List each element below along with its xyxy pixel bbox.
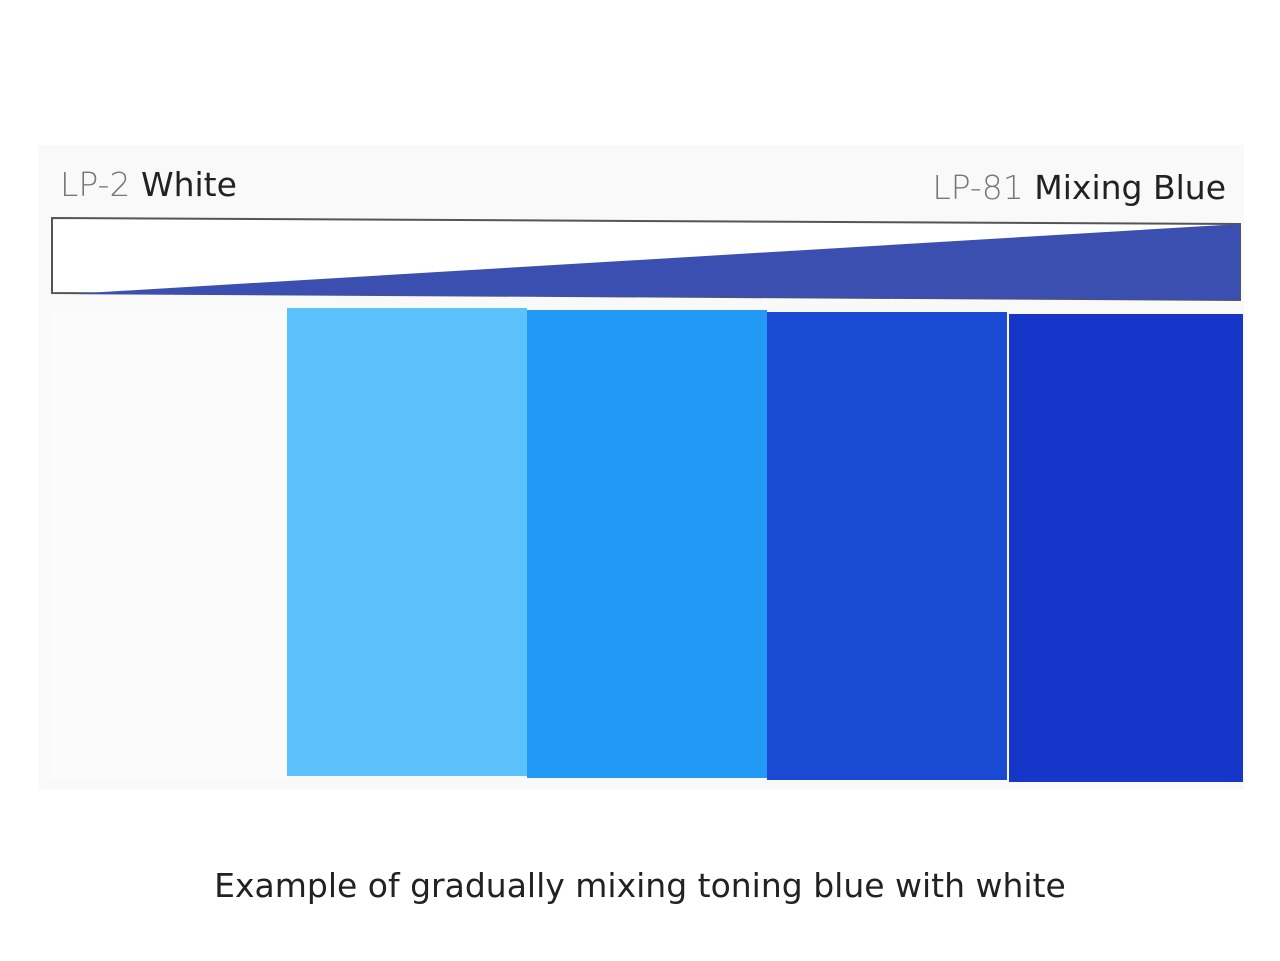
wedge: [70, 224, 1240, 300]
left-label: LP-2 White: [60, 165, 237, 204]
caption: Example of gradually mixing toning blue …: [214, 866, 1066, 905]
swatch-1: [287, 308, 527, 776]
swatch-white: [50, 310, 287, 780]
code: LP-81: [932, 168, 1024, 207]
right-label: LP-81 Mixing Blue: [932, 168, 1226, 207]
swatch-3: [767, 312, 1007, 780]
code: LP-2: [60, 165, 131, 204]
name: White: [140, 165, 237, 204]
swatch-4: [1009, 314, 1243, 782]
swatch-2: [527, 310, 767, 778]
name: Mixing Blue: [1034, 168, 1226, 207]
